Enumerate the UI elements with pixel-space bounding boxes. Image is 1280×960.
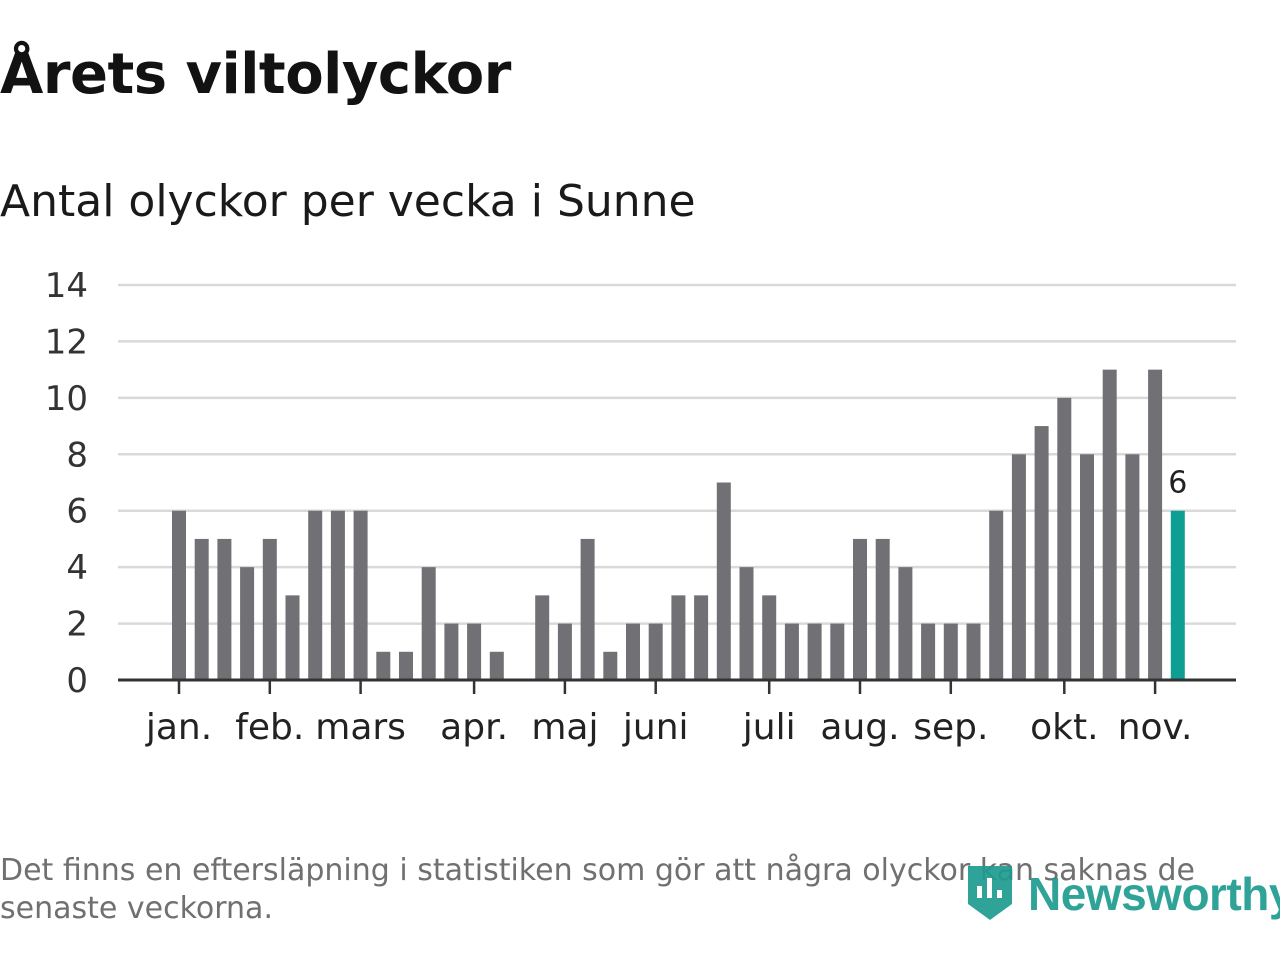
bar bbox=[626, 623, 640, 680]
chart-title: Årets viltolyckor bbox=[0, 42, 511, 107]
bar bbox=[648, 623, 663, 680]
annotations: 6 bbox=[1168, 466, 1187, 501]
x-tick-label: mars bbox=[315, 707, 406, 748]
bar bbox=[1125, 454, 1140, 680]
y-tick-label: 2 bbox=[66, 605, 88, 645]
bar bbox=[489, 651, 504, 680]
y-tick-label: 4 bbox=[66, 548, 88, 588]
bar bbox=[694, 595, 709, 680]
bar bbox=[943, 623, 958, 680]
bars bbox=[172, 369, 1185, 680]
y-tick-label: 0 bbox=[66, 661, 88, 701]
x-tick-label: jan. bbox=[145, 707, 212, 748]
bar bbox=[875, 538, 890, 680]
bar bbox=[330, 510, 345, 680]
x-tick-label: maj bbox=[531, 707, 598, 748]
bar bbox=[1102, 369, 1117, 680]
bar bbox=[217, 538, 232, 680]
x-axis-labels: jan. feb. mars apr. maj juni juli aug. sep. okt. n… bbox=[145, 707, 1193, 748]
bar bbox=[421, 567, 436, 680]
bar bbox=[240, 567, 255, 680]
bar bbox=[399, 651, 413, 680]
bar bbox=[376, 651, 391, 680]
x-tick-label: feb. bbox=[235, 707, 304, 748]
bar bbox=[966, 623, 981, 680]
y-axis-ticks: 0 2 4 6 8 10 12 14 bbox=[45, 266, 88, 701]
bar bbox=[172, 510, 186, 680]
x-tick-label: okt. bbox=[1030, 707, 1098, 748]
bar bbox=[444, 623, 459, 680]
bar bbox=[353, 510, 368, 680]
bar bbox=[285, 595, 300, 680]
bar bbox=[716, 482, 731, 680]
bar bbox=[194, 538, 209, 680]
bar-highlight bbox=[1170, 510, 1185, 680]
bar bbox=[989, 510, 1004, 680]
bar bbox=[898, 567, 913, 680]
bar bbox=[853, 538, 867, 680]
bar bbox=[784, 623, 799, 680]
bar bbox=[262, 538, 277, 680]
bar bbox=[580, 538, 595, 680]
y-tick-label: 14 bbox=[45, 266, 88, 306]
bar bbox=[807, 623, 822, 680]
bar bbox=[1148, 369, 1163, 680]
x-tick-label: juli bbox=[742, 707, 796, 748]
y-tick-label: 12 bbox=[45, 322, 88, 362]
x-tick-label: apr. bbox=[440, 707, 508, 748]
bar-chart: 0 2 4 6 8 10 12 14 jan. feb. mars apr. maj juni juli a… bbox=[45, 266, 1236, 748]
bar bbox=[1057, 397, 1072, 680]
bar bbox=[921, 623, 936, 680]
highlight-value-label: 6 bbox=[1168, 466, 1187, 501]
bar bbox=[739, 567, 754, 680]
x-axis bbox=[118, 678, 1236, 694]
newsworthy-logo-text: Newsworthy bbox=[1028, 868, 1280, 920]
bar bbox=[1034, 426, 1049, 680]
bar bbox=[762, 595, 777, 680]
x-tick-label: juni bbox=[622, 707, 689, 748]
bar bbox=[535, 595, 550, 680]
y-tick-label: 6 bbox=[66, 492, 88, 532]
newsworthy-logo: Newsworthy bbox=[964, 862, 1280, 926]
bar bbox=[308, 510, 323, 680]
bar bbox=[830, 623, 845, 680]
newsworthy-logo-icon bbox=[964, 860, 1016, 928]
bar bbox=[467, 623, 482, 680]
x-tick-label: aug. bbox=[820, 707, 899, 748]
bar bbox=[603, 651, 618, 680]
chart-subtitle: Antal olyckor per vecka i Sunne bbox=[0, 176, 696, 227]
y-tick-label: 10 bbox=[45, 379, 88, 419]
bar bbox=[1011, 454, 1026, 680]
gridlines bbox=[118, 283, 1236, 625]
bar bbox=[1080, 454, 1094, 680]
x-tick-label: nov. bbox=[1118, 707, 1193, 748]
bar bbox=[671, 595, 686, 680]
y-tick-label: 8 bbox=[66, 435, 88, 475]
x-tick-label: sep. bbox=[913, 707, 988, 748]
bar bbox=[557, 623, 572, 680]
